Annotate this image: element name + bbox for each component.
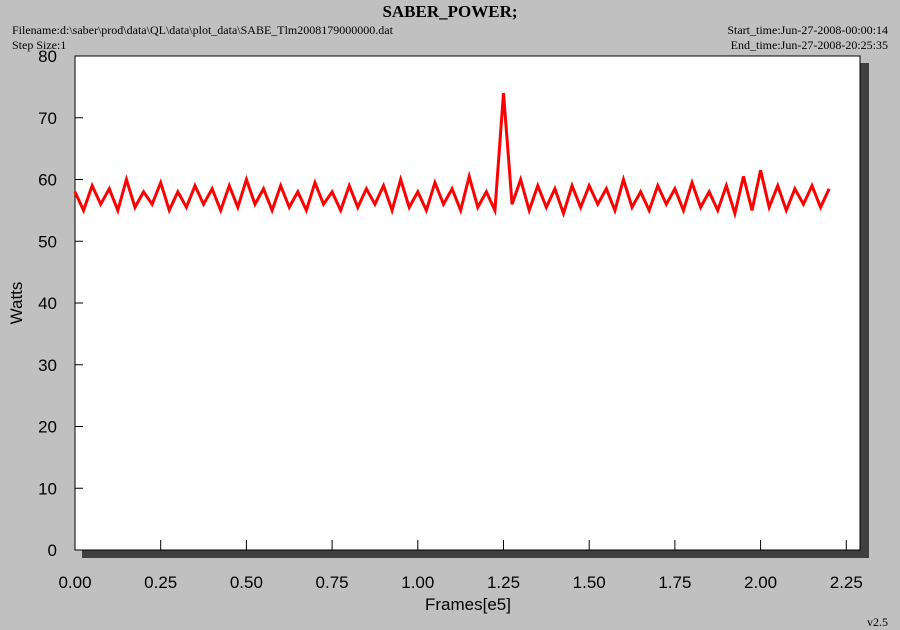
chart-title: SABER_POWER; — [382, 2, 517, 21]
x-tick-label: 1.75 — [658, 573, 691, 592]
end-time: End_time:Jun-27-2008-20:25:35 — [731, 38, 888, 52]
filename: Filename:d:\saber\prod\data\QL\data\plot… — [12, 23, 394, 37]
y-tick-label: 60 — [38, 171, 57, 190]
y-tick-label: 20 — [38, 418, 57, 437]
y-axis-label: Watts — [7, 282, 26, 325]
y-tick-label: 30 — [38, 356, 57, 375]
data-line — [73, 92, 831, 220]
x-tick-label: 1.00 — [401, 573, 434, 592]
x-tick-label: 0.25 — [144, 573, 177, 592]
x-axis-label: Frames[e5] — [425, 595, 511, 614]
x-tick-label: 1.25 — [487, 573, 520, 592]
x-tick-label: 1.50 — [573, 573, 606, 592]
x-tick-label: 0.00 — [58, 573, 91, 592]
start-time: Start_time:Jun-27-2008-00:00:14 — [727, 23, 888, 37]
x-tick-label: 0.75 — [316, 573, 349, 592]
y-tick-label: 10 — [38, 479, 57, 498]
plot-area — [74, 55, 861, 551]
x-tick-label: 0.50 — [230, 573, 263, 592]
y-tick-label: 70 — [38, 109, 57, 128]
version: v2.5 — [867, 615, 888, 629]
x-tick-label: 2.25 — [830, 573, 863, 592]
y-tick-label: 80 — [38, 47, 57, 66]
x-tick-label: 2.00 — [744, 573, 777, 592]
y-tick-label: 0 — [48, 541, 57, 560]
y-tick-label: 50 — [38, 232, 57, 251]
step-size: Step Size:1 — [12, 38, 66, 52]
y-tick-label: 40 — [38, 294, 57, 313]
